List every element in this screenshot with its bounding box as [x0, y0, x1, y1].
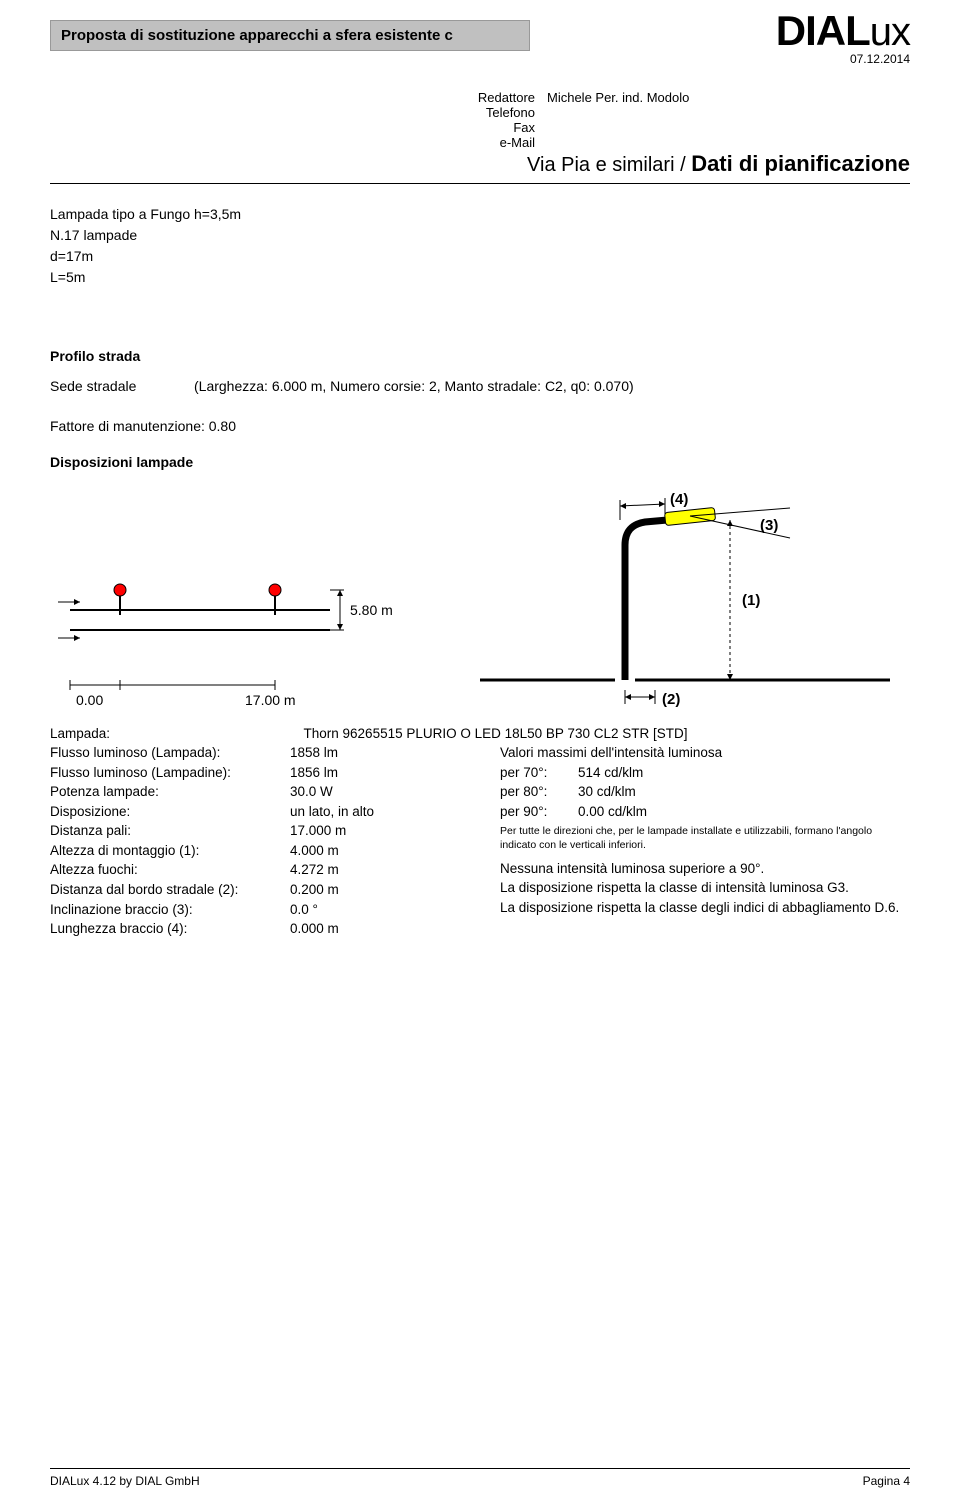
spec-value: 0.0 ° — [290, 900, 460, 920]
spec-value: 1858 lm — [290, 743, 460, 763]
profile-value: (Larghezza: 6.000 m, Numero corsie: 2, M… — [194, 378, 634, 394]
spec-label: Flusso luminoso (Lampada): — [50, 743, 290, 763]
spec-row: Distanza pali:17.000 m — [50, 821, 460, 841]
meta-row: e-Mail — [470, 135, 689, 150]
lamp-info-section: Lampada tipo a Fungo h=3,5m N.17 lampade… — [50, 204, 910, 288]
intensity-label: per 90°: — [500, 802, 570, 822]
spec-label: Distanza dal bordo stradale (2): — [50, 880, 290, 900]
intensity-row: per 90°: 0.00 cd/klm — [500, 802, 910, 822]
intensity-heading: Valori massimi dell'intensità luminosa — [500, 743, 910, 763]
profile-row: Sede stradale (Larghezza: 6.000 m, Numer… — [50, 378, 910, 394]
specs-columns: Flusso luminoso (Lampada):1858 lm Flusso… — [50, 743, 910, 939]
page-footer: DIALux 4.12 by DIAL GmbH Pagina 4 — [50, 1468, 910, 1488]
profile-label: Sede stradale — [50, 378, 170, 394]
spec-value: 1856 lm — [290, 763, 460, 783]
spec-row: Potenza lampade:30.0 W — [50, 782, 460, 802]
intensity-value: 0.00 cd/klm — [578, 802, 647, 822]
intensity-label: per 80°: — [500, 782, 570, 802]
spec-row: Altezza fuochi:4.272 m — [50, 860, 460, 880]
meta-label: Telefono — [470, 105, 535, 120]
logo-suffix: ux — [870, 10, 910, 54]
intensity-line: La disposizione rispetta la classe degli… — [500, 898, 910, 918]
meta-label: e-Mail — [470, 135, 535, 150]
spec-label: Altezza fuochi: — [50, 860, 290, 880]
spec-row: Inclinazione braccio (3):0.0 ° — [50, 900, 460, 920]
plan-view-diagram: 5.80 m 0.00 17.00 m — [50, 490, 430, 720]
lampada-label: Lampada: — [50, 726, 300, 741]
lamp-info-line: d=17m — [50, 246, 910, 267]
spec-label: Potenza lampade: — [50, 782, 290, 802]
meta-label: Fax — [470, 120, 535, 135]
diagram-block: 5.80 m 0.00 17.00 m (1) (2) (3) — [50, 490, 910, 720]
footer-right: Pagina 4 — [863, 1474, 910, 1488]
logo-main: DIAL — [776, 7, 870, 54]
document-date: 07.12.2014 — [776, 52, 910, 66]
lamp-info-line: N.17 lampade — [50, 225, 910, 246]
logo: DIALux — [776, 12, 910, 50]
lampada-value: Thorn 96265515 PLURIO O LED 18L50 BP 730… — [304, 726, 688, 741]
spacing-label: 17.00 m — [245, 692, 296, 708]
intensity-line: Nessuna intensità luminosa superiore a 9… — [500, 859, 910, 879]
label-2: (2) — [662, 691, 680, 708]
spec-label: Lunghezza braccio (4): — [50, 919, 290, 939]
profile-heading: Profilo strada — [50, 348, 910, 364]
lamp-info-line: L=5m — [50, 267, 910, 288]
meta-value: Michele Per. ind. Modolo — [547, 90, 689, 105]
spec-value: 4.000 m — [290, 841, 460, 861]
header-title: Proposta di sostituzione apparecchi a sf… — [61, 27, 453, 44]
intensity-note: Per tutte le direzioni che, per le lampa… — [500, 825, 910, 852]
lampada-row: Lampada: Thorn 96265515 PLURIO O LED 18L… — [50, 726, 910, 741]
intensity-label: per 70°: — [500, 763, 570, 783]
disposition-heading: Disposizioni lampade — [50, 454, 910, 470]
title-main: Dati di pianificazione — [691, 151, 910, 176]
spec-label: Disposizione: — [50, 802, 290, 822]
spec-value: un lato, in alto — [290, 802, 460, 822]
spec-row: Distanza dal bordo stradale (2):0.200 m — [50, 880, 460, 900]
label-4: (4) — [670, 491, 688, 508]
meta-row: Fax — [470, 120, 689, 135]
maintenance-factor: Fattore di manutenzione: 0.80 — [50, 418, 910, 434]
document-meta: Redattore Michele Per. ind. Modolo Telef… — [470, 90, 689, 150]
label-3: (3) — [760, 517, 778, 534]
meta-row: Redattore Michele Per. ind. Modolo — [470, 90, 689, 105]
title-prefix: Via Pia e similari / — [527, 154, 691, 176]
spec-label: Altezza di montaggio (1): — [50, 841, 290, 861]
intensity-row: per 80°: 30 cd/klm — [500, 782, 910, 802]
footer-left: DIALux 4.12 by DIAL GmbH — [50, 1474, 200, 1488]
spec-label: Distanza pali: — [50, 821, 290, 841]
intensity-value: 514 cd/klm — [578, 763, 643, 783]
intensity-line: La disposizione rispetta la classe di in… — [500, 878, 910, 898]
specs-right: Valori massimi dell'intensità luminosa p… — [500, 743, 910, 939]
spec-value: 0.200 m — [290, 880, 460, 900]
height-label: 5.80 m — [350, 602, 393, 618]
spec-label: Flusso luminoso (Lampadine): — [50, 763, 290, 783]
spec-label: Inclinazione braccio (3): — [50, 900, 290, 920]
intensity-row: per 70°: 514 cd/klm — [500, 763, 910, 783]
lamp-info-line: Lampada tipo a Fungo h=3,5m — [50, 204, 910, 225]
spec-value: 4.272 m — [290, 860, 460, 880]
spec-row: Disposizione:un lato, in alto — [50, 802, 460, 822]
label-1: (1) — [742, 592, 760, 609]
meta-row: Telefono — [470, 105, 689, 120]
spec-row: Lunghezza braccio (4):0.000 m — [50, 919, 460, 939]
intensity-value: 30 cd/klm — [578, 782, 636, 802]
left-dim-label: 0.00 — [76, 692, 103, 708]
header-title-bar: Proposta di sostituzione apparecchi a sf… — [50, 20, 530, 51]
elevation-view-diagram: (1) (2) (3) (4) — [470, 490, 900, 720]
spec-value: 17.000 m — [290, 821, 460, 841]
specs-left: Flusso luminoso (Lampada):1858 lm Flusso… — [50, 743, 460, 939]
spec-value: 30.0 W — [290, 782, 460, 802]
meta-label: Redattore — [470, 90, 535, 105]
logo-block: DIALux 07.12.2014 — [776, 12, 910, 66]
page-title: Via Pia e similari / Dati di pianificazi… — [50, 151, 910, 184]
spec-row: Flusso luminoso (Lampadine):1856 lm — [50, 763, 460, 783]
spec-row: Flusso luminoso (Lampada):1858 lm — [50, 743, 460, 763]
spec-value: 0.000 m — [290, 919, 460, 939]
spec-row: Altezza di montaggio (1):4.000 m — [50, 841, 460, 861]
